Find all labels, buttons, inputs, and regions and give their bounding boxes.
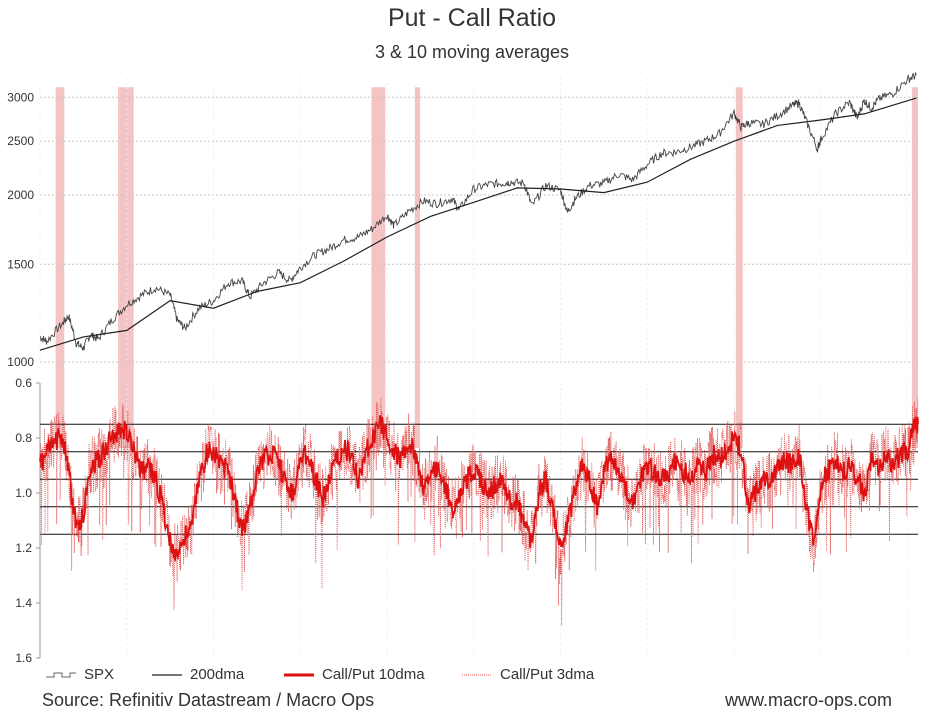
highlight-band (911, 87, 918, 448)
highlight-band (414, 87, 421, 448)
legend-item-cp3: Call/Put 3dma (460, 666, 594, 683)
legend-swatch-spx (46, 672, 76, 678)
legend-label-200dma: 200dma (190, 666, 245, 683)
200dma-line (39, 97, 917, 351)
chart-title: Put - Call Ratio (387, 4, 557, 32)
y-tick-label: 0.8 (15, 431, 32, 445)
chart-subtitle: 3 & 10 moving averages (374, 42, 570, 62)
legend-label-cp10: Call/Put 10dma (322, 666, 425, 683)
y-tick-label: 1.4 (15, 596, 32, 610)
y-tick-label: 1.0 (15, 486, 32, 500)
y-tick-label: 3000 (7, 90, 34, 104)
legend-label-cp3: Call/Put 3dma (500, 666, 595, 683)
website-label: www.macro-ops.com (724, 690, 892, 710)
cp3-line (39, 397, 919, 627)
y-tick-label: 1500 (7, 257, 34, 271)
cp10-line (39, 415, 919, 561)
y-tick-label: 2500 (7, 134, 34, 148)
source-note: Source: Refinitiv Datastream / Macro Ops (42, 690, 375, 710)
highlight-band (118, 87, 134, 448)
highlight-band (55, 87, 65, 448)
y-tick-label: 0.6 (15, 376, 32, 390)
legend-item-spx: SPX (44, 666, 114, 683)
y-tick-label: 1.6 (15, 651, 32, 665)
legend-swatch-cp10 (284, 673, 314, 677)
highlight-band (735, 87, 743, 448)
y-tick-label: 1.2 (15, 541, 32, 555)
legend-swatch-200dma (152, 674, 182, 676)
legend-item-200dma: 200dma (150, 666, 244, 683)
legend-item-cp10: Call/Put 10dma (282, 666, 425, 683)
highlight-band (371, 87, 386, 448)
spx-line (39, 71, 917, 351)
y-tick-label: 1000 (7, 355, 34, 369)
legend-swatch-cp3 (462, 674, 492, 676)
y-tick-label: 2000 (7, 188, 34, 202)
legend-label-spx: SPX (84, 666, 115, 683)
